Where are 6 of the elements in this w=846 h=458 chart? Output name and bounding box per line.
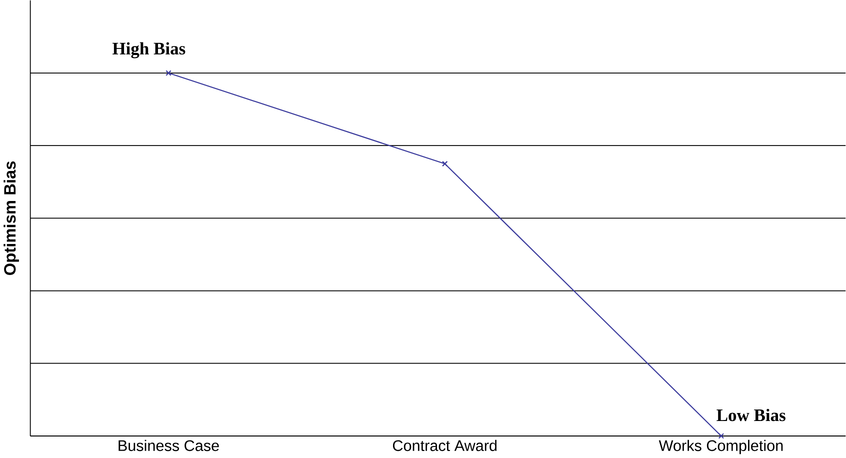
y-axis-title: Optimism Bias — [4, 162, 19, 276]
annotation: High Bias — [112, 42, 186, 58]
annotation: Low Bias — [716, 408, 786, 422]
x-tick-label: Works Completion — [658, 440, 783, 454]
x-tick-label: Contract Award — [392, 440, 497, 452]
x-tick-label: Business Case — [118, 440, 219, 452]
